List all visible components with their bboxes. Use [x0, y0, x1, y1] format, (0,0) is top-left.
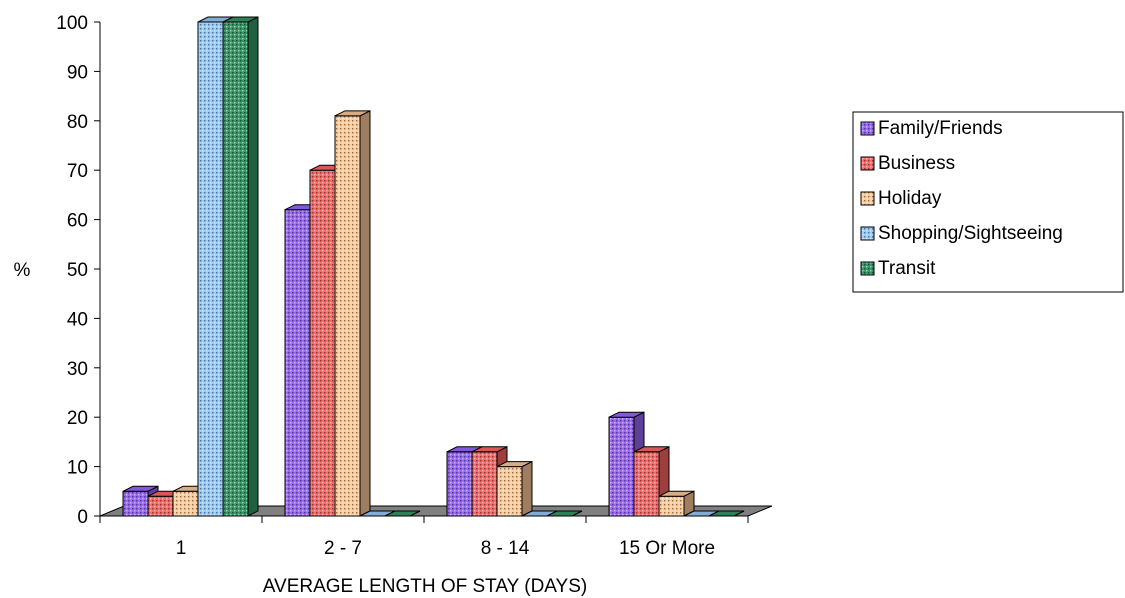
bar-front: [446, 451, 473, 517]
y-axis-title: %: [14, 260, 31, 281]
x-tick-label: 2 - 7: [324, 538, 362, 559]
bar-top: [222, 16, 259, 23]
bar-top: [608, 411, 645, 418]
y-tick-label: 20: [67, 408, 88, 429]
bar-top: [633, 446, 670, 453]
y-tick-label: 70: [67, 161, 88, 182]
bar-front: [222, 21, 249, 517]
bar-top: [122, 485, 159, 492]
y-tick-label: 10: [67, 458, 88, 479]
legend-swatch: [860, 191, 875, 206]
legend-label: Shopping/Sightseeing: [878, 223, 1063, 244]
x-tick-label: 8 - 14: [481, 538, 530, 559]
bar-front: [334, 115, 361, 517]
bar-front: [496, 466, 523, 517]
bars: [122, 16, 745, 517]
bar: [658, 490, 695, 517]
bar: [222, 16, 259, 517]
x-axis-title: AVERAGE LENGTH OF STAY (DAYS): [263, 576, 587, 597]
y-tick-label: 50: [67, 260, 88, 281]
legend-swatch: [860, 226, 875, 241]
bar-front: [122, 490, 149, 517]
y-tick-label: 90: [67, 62, 88, 83]
bar: [384, 510, 421, 517]
y-tick-label: 60: [67, 211, 88, 232]
legend-label: Transit: [878, 258, 936, 279]
bar-side: [247, 16, 259, 517]
bar-side: [359, 110, 371, 517]
legend-item: Business: [860, 153, 955, 174]
x-tick-label: 15 Or More: [619, 538, 715, 559]
bar-front: [471, 451, 498, 517]
bar-front: [608, 416, 635, 517]
legend-label: Family/Friends: [878, 118, 1003, 139]
bar-front: [284, 209, 311, 517]
bar: [334, 110, 371, 517]
bar-top: [384, 510, 421, 517]
legend-item: Family/Friends: [860, 118, 1003, 139]
legend-box: [852, 111, 1124, 293]
bar-top: [658, 490, 695, 497]
bar: [708, 510, 745, 517]
bar-top: [708, 510, 745, 517]
bar: [546, 510, 583, 517]
bar-front: [147, 495, 174, 517]
bar: [496, 460, 533, 517]
bar-front: [633, 451, 660, 517]
x-tick-label: 1: [176, 538, 187, 559]
bar-front: [309, 169, 336, 517]
legend-swatch: [860, 261, 875, 276]
y-tick-label: 30: [67, 359, 88, 380]
legend-swatch: [860, 121, 875, 136]
axes: 0 10 20 30 40 50 60 70 80 90 100 1 2 - 7 8 - 14 15 Or …: [56, 13, 749, 559]
legend-label: Holiday: [878, 188, 942, 209]
y-tick-label: 100: [56, 13, 88, 34]
bar-side: [521, 460, 533, 517]
y-tick-label: 40: [67, 309, 88, 330]
legend-swatch: [860, 156, 875, 171]
bar-top: [334, 110, 371, 117]
legend-item: Transit: [860, 258, 936, 279]
bar-top: [471, 446, 508, 453]
bar-front: [658, 495, 685, 517]
legend-item: Shopping/Sightseeing: [860, 223, 1063, 244]
bar-top: [546, 510, 583, 517]
legend: Family/Friends Business Holiday Shopping/Si…: [852, 111, 1124, 293]
bar-front: [172, 490, 199, 517]
bar-top: [496, 461, 533, 468]
bar-front: [197, 21, 224, 517]
legend-label: Business: [878, 153, 955, 174]
y-tick-label: 80: [67, 112, 88, 133]
legend-item: Holiday: [860, 188, 942, 209]
y-tick-label: 0: [77, 507, 88, 528]
